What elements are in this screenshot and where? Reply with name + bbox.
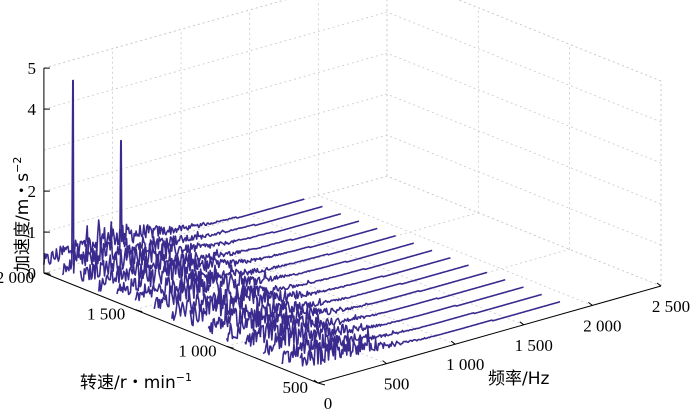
speed-tick-label: 1 500 bbox=[87, 305, 125, 324]
speed-tick-mark bbox=[43, 272, 52, 276]
grid-line bbox=[43, 52, 388, 151]
y-axis-title-text: 转速/r・min bbox=[80, 373, 176, 393]
grid-line bbox=[386, 175, 662, 287]
y-axis-title: 转速/r・min−1 bbox=[80, 371, 192, 393]
z-tick-label: 2 bbox=[27, 182, 36, 201]
frequency-tick-mark bbox=[450, 340, 456, 345]
frequency-tick-label: 1 500 bbox=[515, 336, 553, 355]
grid-line bbox=[43, 0, 287, 69]
grid-line bbox=[43, 134, 388, 233]
grid-line bbox=[226, 248, 570, 347]
y-axis-title-exponent: −1 bbox=[176, 371, 192, 384]
axes-box bbox=[43, 0, 662, 386]
tick-labels: 0 1 2 4 5 2 000 1 500 1 000 500 0 500 1 000 1 500 2 0… bbox=[0, 59, 690, 413]
frequency-tick-label: 2 500 bbox=[652, 297, 690, 316]
spectrum-line bbox=[299, 301, 561, 367]
frequency-tick-label: 0 bbox=[324, 394, 333, 413]
grid-line bbox=[457, 0, 662, 82]
grid-line bbox=[386, 93, 662, 205]
grid-line bbox=[43, 93, 388, 192]
frequency-tick-mark bbox=[313, 379, 319, 384]
frequency-tick-label: 1 000 bbox=[446, 355, 484, 374]
frequency-tick-mark bbox=[588, 301, 593, 306]
z-tick-label: 5 bbox=[27, 59, 36, 78]
spectrum-line bbox=[244, 279, 506, 347]
speed-tick-label: 1 000 bbox=[178, 341, 216, 360]
z-tick-label: 0 bbox=[27, 264, 36, 283]
grid-line bbox=[318, 195, 593, 306]
box-edge bbox=[457, 0, 662, 82]
grid-line bbox=[249, 214, 524, 326]
frequency-tick-label: 2 000 bbox=[583, 316, 621, 335]
grid-line bbox=[43, 11, 388, 110]
spectrum-line bbox=[262, 286, 524, 356]
z-axis-title-text: 加速度/m・s bbox=[13, 173, 33, 272]
frequency-axis-line bbox=[317, 285, 662, 384]
spectrum-line bbox=[189, 257, 451, 327]
spectrum-line bbox=[116, 227, 378, 296]
grid-line bbox=[386, 52, 662, 164]
spectrum-line bbox=[207, 264, 469, 335]
spectrum-line bbox=[153, 242, 415, 310]
spectrum-line bbox=[98, 220, 360, 292]
z-axis-title: 加速度/m・s−2 bbox=[11, 157, 33, 272]
spectrum-line bbox=[43, 198, 305, 265]
speed-tick-label: 2 000 bbox=[0, 268, 34, 287]
speed-tick-mark bbox=[226, 345, 234, 349]
z-tick-label: 1 bbox=[27, 223, 36, 242]
speed-tick-label: 500 bbox=[283, 378, 309, 397]
speed-tick-mark bbox=[317, 382, 326, 386]
box-edge bbox=[43, 0, 287, 69]
grid-line bbox=[386, 11, 662, 123]
z-axis-title-exponent: −2 bbox=[11, 157, 24, 173]
x-axis-title: 频率/Hz bbox=[488, 369, 550, 389]
spectrum-line bbox=[79, 213, 342, 282]
spectrum-line bbox=[61, 79, 323, 276]
speed-axis-line bbox=[43, 272, 319, 384]
frequency-tick-mark bbox=[656, 282, 662, 287]
grid-layer bbox=[43, 0, 662, 384]
grid-line bbox=[386, 134, 662, 246]
z-tick-label: 4 bbox=[27, 100, 36, 119]
frequency-tick-mark bbox=[519, 321, 525, 326]
frequency-tick-label: 500 bbox=[384, 375, 410, 394]
frequency-tick-mark bbox=[382, 360, 387, 365]
spectrum-line bbox=[225, 271, 488, 342]
speed-tick-mark bbox=[135, 309, 143, 313]
trace-layer bbox=[43, 79, 561, 367]
